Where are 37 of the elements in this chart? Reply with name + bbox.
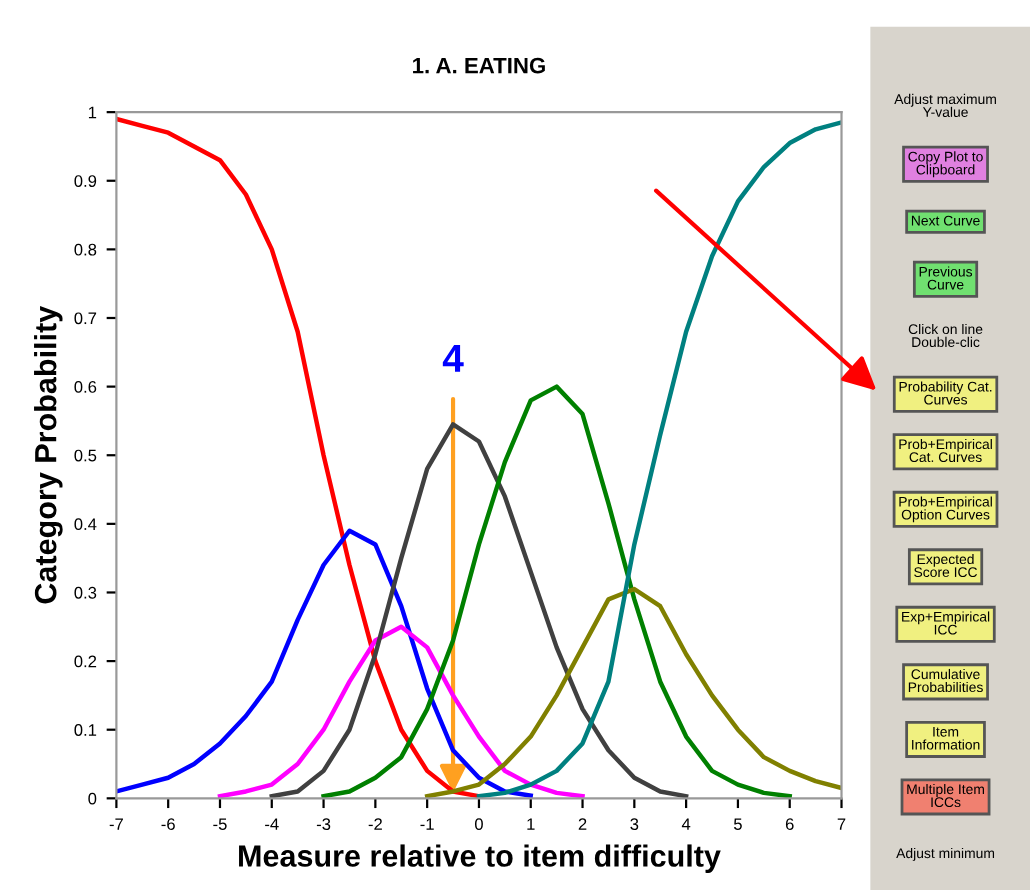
- x-tick-label: -4: [265, 818, 279, 830]
- line-series: [217, 624, 585, 799]
- line-series: [116, 116, 482, 799]
- y-tick-label: 0.6: [74, 381, 97, 393]
- x-tick-label: 2: [578, 818, 587, 830]
- x-tick-label: 1: [527, 818, 535, 830]
- x-tick-label: 5: [733, 818, 742, 831]
- y-tick-label: 0.3: [74, 586, 97, 599]
- line-series: [424, 586, 842, 799]
- line-series: [269, 422, 689, 799]
- y-axis-title: Category Probability: [34, 305, 63, 604]
- x-tick-label: -5: [213, 818, 227, 831]
- x-tick-label: -1: [420, 818, 434, 830]
- x-tick-label: 3: [630, 818, 639, 831]
- line-series: [321, 384, 792, 799]
- y-tick-label: 0.2: [74, 655, 97, 668]
- x-tick-label: 7: [837, 818, 846, 830]
- y-tick-label: 0.4: [74, 518, 97, 531]
- x-axis-title: Measure relative to item difficulty: [239, 844, 721, 873]
- y-tick-label: 0.5: [74, 449, 97, 462]
- y-tick-label: 0.8: [74, 243, 97, 256]
- chart-title: 1. A. EATING: [413, 57, 545, 74]
- line-series: [116, 528, 533, 798]
- annotation: 4: [442, 344, 464, 372]
- y-tick-label: 1: [88, 106, 97, 119]
- x-tick-label: -7: [109, 818, 123, 830]
- y-tick-label: 0.7: [74, 312, 97, 325]
- x-tick-label: -2: [368, 818, 382, 830]
- x-tick-label: -3: [316, 818, 331, 831]
- x-tick-label: -6: [161, 818, 175, 831]
- x-tick-label: 4: [681, 818, 691, 830]
- y-tick-label: 0.9: [74, 175, 97, 187]
- y-tick-label: 0: [88, 792, 97, 805]
- x-tick-label: 0: [474, 818, 483, 831]
- x-tick-label: 6: [785, 818, 794, 831]
- line-series: [476, 120, 842, 799]
- y-tick-label: 0.1: [74, 724, 97, 736]
